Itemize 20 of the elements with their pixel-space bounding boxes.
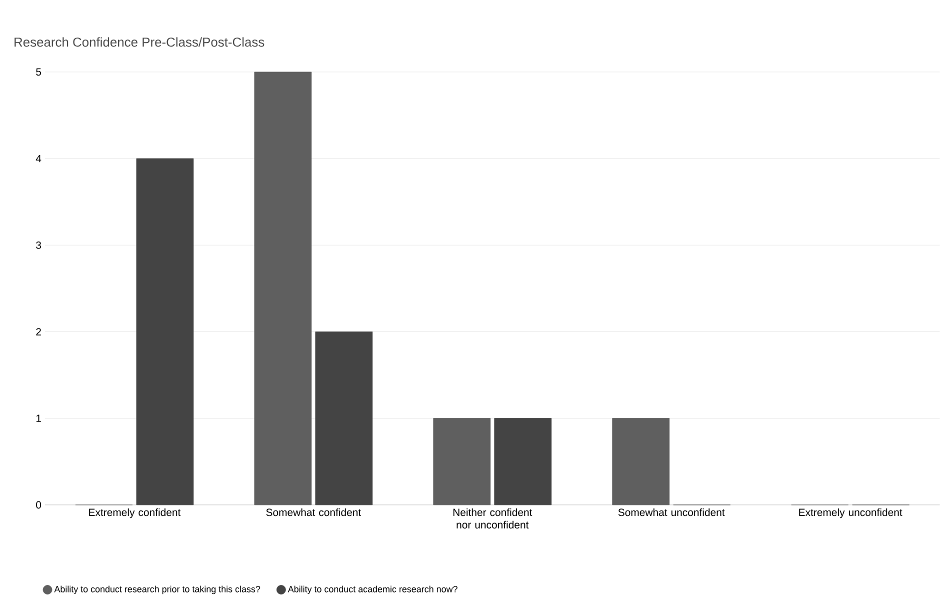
y-tick-label: 3 xyxy=(36,242,42,249)
bar xyxy=(315,332,373,506)
x-tick-label: Neither confident nor unconfident xyxy=(453,508,532,529)
x-tick-label: Somewhat unconfident xyxy=(618,508,725,516)
x-tick-label: Extremely confident xyxy=(89,508,181,518)
legend-label: Ability to conduct academic research now? xyxy=(288,586,458,594)
y-tick-label: 1 xyxy=(36,414,41,422)
x-tick-label: Somewhat confident xyxy=(266,508,362,516)
bar xyxy=(433,418,491,506)
y-tick-label: 4 xyxy=(36,155,42,162)
bar xyxy=(494,418,552,506)
y-tick-label: 2 xyxy=(36,328,41,336)
bar xyxy=(136,158,194,506)
bar xyxy=(612,418,670,506)
y-tick-label: 5 xyxy=(36,68,42,76)
y-tick-label: 0 xyxy=(36,501,42,509)
x-tick-label: Extremely unconfident xyxy=(799,508,902,518)
legend-label: Ability to conduct research prior to taking this class? xyxy=(54,586,260,594)
bar xyxy=(254,72,312,506)
chart-title: Research Confidence Pre-Class/Post-Class xyxy=(14,37,264,47)
